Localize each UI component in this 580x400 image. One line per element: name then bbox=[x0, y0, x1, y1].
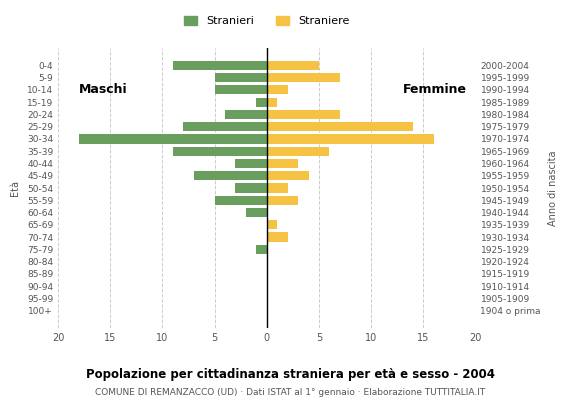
Text: Femmine: Femmine bbox=[403, 83, 466, 96]
Legend: Stranieri, Straniere: Stranieri, Straniere bbox=[179, 12, 354, 31]
Bar bbox=[194, 171, 267, 180]
Bar bbox=[225, 110, 267, 119]
Bar bbox=[256, 245, 267, 254]
Bar bbox=[173, 61, 267, 70]
Bar bbox=[79, 134, 267, 144]
Text: Maschi: Maschi bbox=[79, 83, 128, 96]
Text: COMUNE DI REMANZACCO (UD) · Dati ISTAT al 1° gennaio · Elaborazione TUTTITALIA.I: COMUNE DI REMANZACCO (UD) · Dati ISTAT a… bbox=[95, 388, 485, 397]
Bar bbox=[215, 85, 267, 94]
Bar bbox=[267, 61, 319, 70]
Bar bbox=[267, 73, 340, 82]
Bar bbox=[267, 171, 309, 180]
Bar bbox=[267, 183, 288, 193]
Bar bbox=[173, 146, 267, 156]
Bar bbox=[267, 196, 298, 205]
Text: Popolazione per cittadinanza straniera per età e sesso - 2004: Popolazione per cittadinanza straniera p… bbox=[85, 368, 495, 381]
Bar bbox=[267, 110, 340, 119]
Bar bbox=[235, 183, 267, 193]
Bar bbox=[267, 122, 413, 131]
Bar bbox=[267, 159, 298, 168]
Bar bbox=[267, 85, 288, 94]
Bar bbox=[267, 146, 329, 156]
Y-axis label: Anno di nascita: Anno di nascita bbox=[548, 150, 558, 226]
Bar bbox=[256, 98, 267, 107]
Bar bbox=[215, 73, 267, 82]
Y-axis label: Età: Età bbox=[10, 180, 20, 196]
Bar bbox=[215, 196, 267, 205]
Bar bbox=[235, 159, 267, 168]
Bar bbox=[267, 134, 434, 144]
Bar bbox=[267, 220, 277, 230]
Bar bbox=[267, 98, 277, 107]
Bar bbox=[183, 122, 267, 131]
Bar bbox=[267, 232, 288, 242]
Bar bbox=[246, 208, 267, 217]
